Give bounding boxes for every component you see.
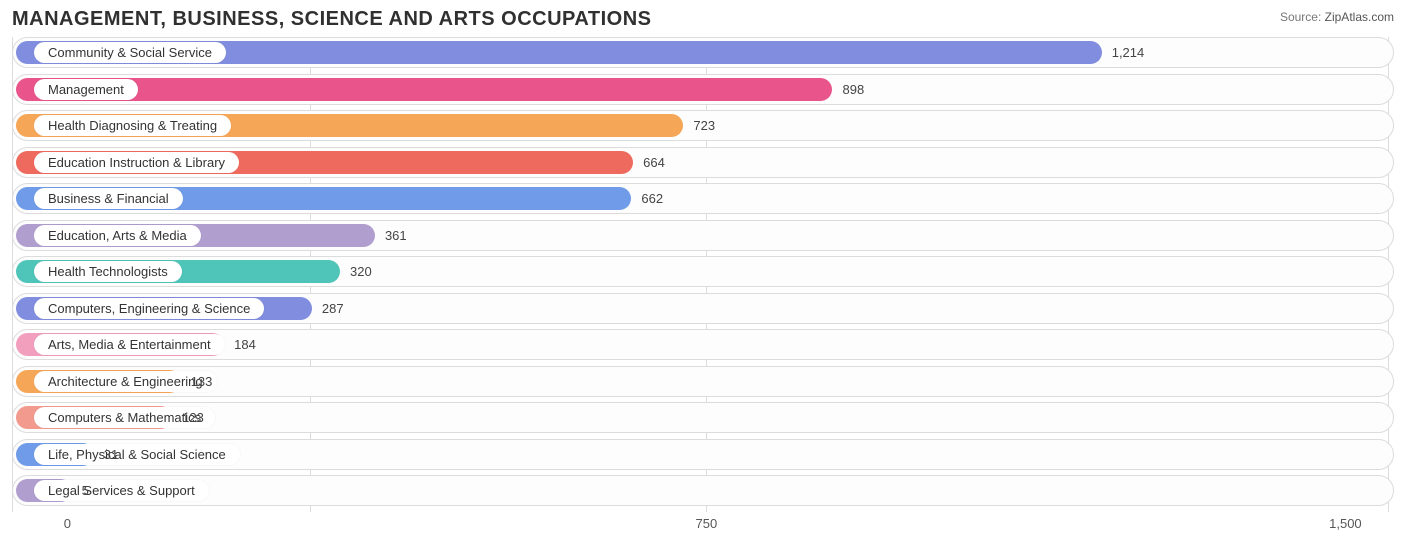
bar-row: Community & Social Service 1,214 — [12, 37, 1394, 68]
chart-area: Community & Social Service 1,214 Managemen… — [12, 37, 1394, 538]
source-label: Source: — [1280, 10, 1321, 24]
chart-header: MANAGEMENT, BUSINESS, SCIENCE AND ARTS O… — [12, 8, 1394, 31]
bar-category-label: Health Diagnosing & Treating — [34, 115, 231, 136]
bar-fill — [16, 78, 832, 101]
bar-row: Business & Financial 662 — [12, 183, 1394, 214]
bar-row: Education Instruction & Library 664 — [12, 147, 1394, 178]
bar-value-label: 662 — [631, 183, 663, 214]
bar-category-label: Education Instruction & Library — [34, 152, 239, 173]
bar-category-label: Computers, Engineering & Science — [34, 298, 264, 319]
bar-category-label: Education, Arts & Media — [34, 225, 201, 246]
bar-category-label: Legal Services & Support — [34, 480, 209, 501]
bar-value-label: 320 — [340, 256, 372, 287]
bars-container: Community & Social Service 1,214 Managemen… — [12, 37, 1394, 506]
bar-value-label: 361 — [375, 220, 407, 251]
bar-row: Architecture & Engineering133 — [12, 366, 1394, 397]
chart-title: MANAGEMENT, BUSINESS, SCIENCE AND ARTS O… — [12, 8, 651, 31]
x-tick-label: 1,500 — [1329, 516, 1362, 531]
bar-value-label: 123 — [172, 402, 204, 433]
bar-category-label: Management — [34, 79, 138, 100]
bar-category-label: Community & Social Service — [34, 42, 226, 63]
x-tick-label: 0 — [64, 516, 71, 531]
x-axis: 0 750 1,500 — [12, 512, 1394, 538]
bar-row: Health Diagnosing & Treating 723 — [12, 110, 1394, 141]
bar-value-label: 1,214 — [1102, 37, 1145, 68]
bar-category-label: Business & Financial — [34, 188, 183, 209]
bar-value-label: 898 — [832, 74, 864, 105]
bar-value-label: 287 — [312, 293, 344, 324]
bar-row: Management 898 — [12, 74, 1394, 105]
bar-value-label: 723 — [683, 110, 715, 141]
bar-row: Computers & Mathematics123 — [12, 402, 1394, 433]
bar-track — [12, 402, 1394, 433]
bar-category-label: Life, Physical & Social Science — [34, 444, 240, 465]
bar-value-label: 184 — [224, 329, 256, 360]
chart-source: Source: ZipAtlas.com — [1280, 8, 1394, 24]
bar-row: Arts, Media & Entertainment184 — [12, 329, 1394, 360]
bar-track — [12, 475, 1394, 506]
bar-value-label: 133 — [181, 366, 213, 397]
bar-category-label: Health Technologists — [34, 261, 182, 282]
bar-row: Health Technologists 320 — [12, 256, 1394, 287]
bar-value-label: 664 — [633, 147, 665, 178]
bar-value-label: 31 — [94, 439, 118, 470]
x-tick-label: 750 — [696, 516, 718, 531]
bar-row: Life, Physical & Social Science31 — [12, 439, 1394, 470]
bar-row: Education, Arts & Media 361 — [12, 220, 1394, 251]
source-value: ZipAtlas.com — [1325, 10, 1394, 24]
bar-row: Computers, Engineering & Science 287 — [12, 293, 1394, 324]
bar-value-label: 5 — [72, 475, 89, 506]
bar-row: Legal Services & Support5 — [12, 475, 1394, 506]
bar-track — [12, 366, 1394, 397]
bar-category-label: Arts, Media & Entertainment — [34, 334, 225, 355]
